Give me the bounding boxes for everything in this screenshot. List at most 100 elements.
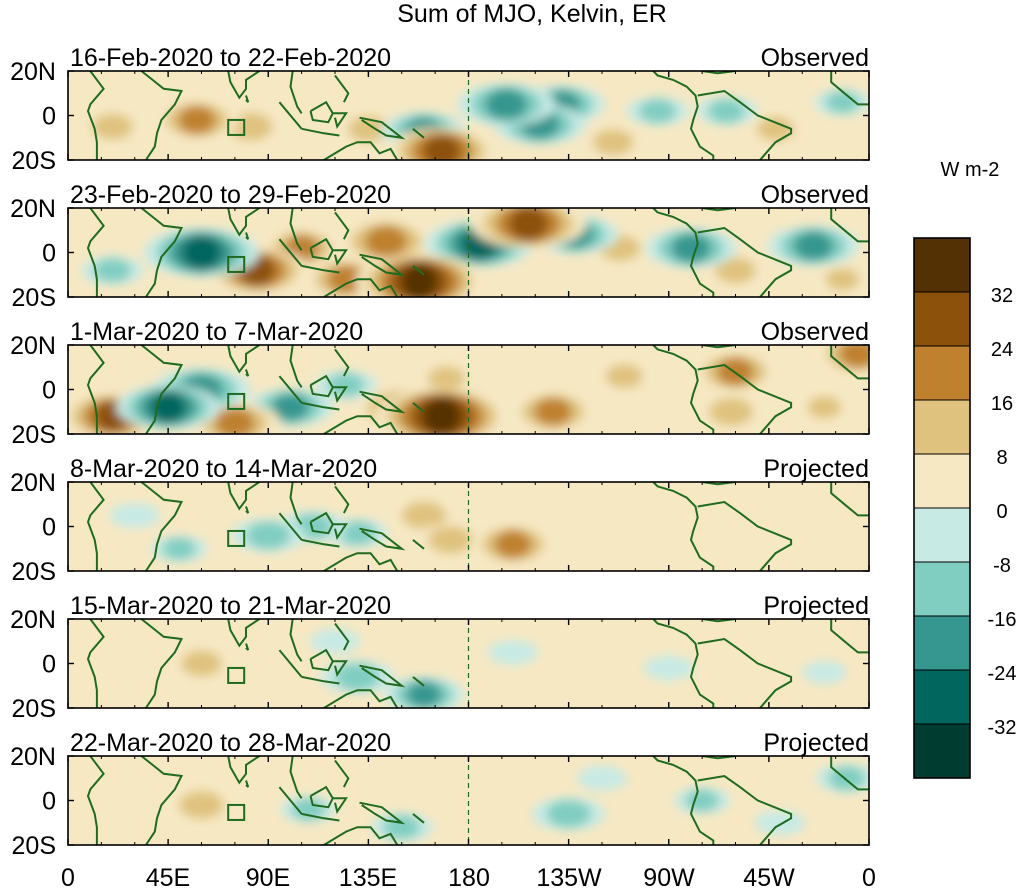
map-panel-6: 20N 0 20S 22-Mar-2020 to 28-Mar-2020 Project… [10, 729, 870, 860]
period-label-bg [70, 458, 422, 480]
coastline [334, 348, 350, 377]
colorbar-bin [913, 669, 971, 725]
anomaly-contour [109, 503, 160, 528]
coastline [323, 826, 399, 845]
anomaly-contour [310, 628, 360, 654]
coastline [278, 512, 303, 541]
anomaly-contour [179, 791, 224, 819]
coastline [697, 363, 793, 434]
colorbar-bin [913, 345, 971, 401]
colorbar-bin [913, 561, 971, 617]
coastline [140, 756, 184, 845]
coastline [301, 675, 340, 685]
coastline [289, 756, 303, 799]
coastline [332, 797, 348, 815]
coastlines [86, 482, 869, 571]
map-panel-3: 20N 0 20S 1-Mar-2020 to 7-Mar-2020 Observed [10, 318, 870, 449]
y-tick-label: 20N [10, 743, 56, 771]
colorbar-tick-label: 24 [991, 339, 1013, 361]
coastline [359, 527, 406, 551]
period-label-bg [70, 595, 422, 617]
anomaly-contour [708, 398, 754, 426]
anomaly-contour [802, 661, 847, 684]
coastline [412, 813, 425, 824]
coastline [332, 523, 348, 541]
anomaly-contour [488, 640, 538, 665]
anomaly-contour [825, 268, 860, 291]
coastline [697, 500, 793, 571]
y-tick-label: 0 [42, 377, 56, 405]
coastline [245, 506, 250, 514]
anomaly-contour [605, 364, 643, 389]
anomaly-contour [365, 225, 408, 258]
panel-group: 20N 0 20S 16-Feb-2020 to 22-Feb-2020 Observe… [10, 44, 870, 860]
coastline [278, 786, 303, 815]
coastline [652, 208, 715, 297]
anomaly-contour [109, 770, 160, 795]
coastline [86, 756, 105, 845]
colorbar-bin [913, 507, 971, 563]
coastline [140, 208, 184, 297]
chart-title: Sum of MJO, Kelvin, ER [397, 0, 667, 28]
anomaly-contour [327, 373, 365, 397]
coastline [323, 141, 399, 160]
anomaly-contour [713, 630, 758, 653]
colorbar-bins [913, 237, 971, 779]
region-box [227, 666, 246, 684]
coastline [278, 101, 303, 130]
coastlines [86, 208, 869, 297]
colorbar-frame [913, 237, 971, 779]
x-tick-label: 90E [246, 864, 290, 889]
coastline [359, 801, 406, 825]
coastline [309, 511, 334, 535]
coastline [359, 390, 406, 414]
colorbar-tick-label: -24 [988, 663, 1017, 685]
coastline [830, 482, 869, 517]
coastline [301, 812, 340, 822]
coastline [697, 637, 793, 708]
panel-period-label: 23-Feb-2020 to 29-Feb-2020 [70, 181, 391, 209]
anomaly-contour [825, 91, 860, 114]
colorbar-units: W m-2 [941, 159, 1000, 181]
x-tick-label: 0 [61, 864, 75, 889]
coastline [245, 95, 250, 103]
colorbar-tick-label: 8 [996, 447, 1007, 469]
coastline [412, 539, 425, 550]
coastline [140, 71, 184, 160]
panel-status-label: Observed [761, 181, 869, 209]
anomaly-contour [162, 537, 197, 560]
coastline [140, 619, 184, 708]
coastline [412, 676, 425, 687]
anomaly-contour [565, 496, 616, 521]
coastlines [86, 756, 869, 845]
coastline [359, 664, 406, 688]
coastline [278, 238, 303, 267]
coastline [697, 774, 793, 845]
panel-status-label: Observed [761, 318, 869, 346]
anomaly-contour [101, 656, 146, 680]
coastline [412, 402, 425, 413]
panel-period-label: 8-Mar-2020 to 14-Mar-2020 [70, 455, 377, 483]
anomaly-contour [182, 235, 221, 270]
y-tick-label: 20S [12, 421, 56, 449]
y-tick-label: 20S [12, 558, 56, 586]
anomaly-contour [793, 230, 834, 261]
coastline [140, 345, 184, 434]
map-panel-2: 20N 0 20S 23-Feb-2020 to 29-Feb-2020 Observe… [10, 181, 870, 312]
anomaly-contour [335, 663, 380, 691]
anomaly-contour [427, 366, 465, 391]
anomaly-contour [710, 509, 761, 535]
y-tick-label: 20S [12, 284, 56, 312]
coastline [86, 208, 105, 297]
anomaly-contour [401, 501, 447, 530]
y-tick-label: 0 [42, 788, 56, 816]
anomaly-contour [534, 397, 572, 426]
coastline [245, 780, 250, 788]
coastline [359, 253, 406, 277]
coastline [86, 482, 105, 571]
colorbar-tick-label: 32 [991, 285, 1013, 307]
colorbar-tick-label: 0 [996, 501, 1007, 523]
anomaly-contour [402, 263, 437, 297]
coastline [227, 756, 260, 785]
